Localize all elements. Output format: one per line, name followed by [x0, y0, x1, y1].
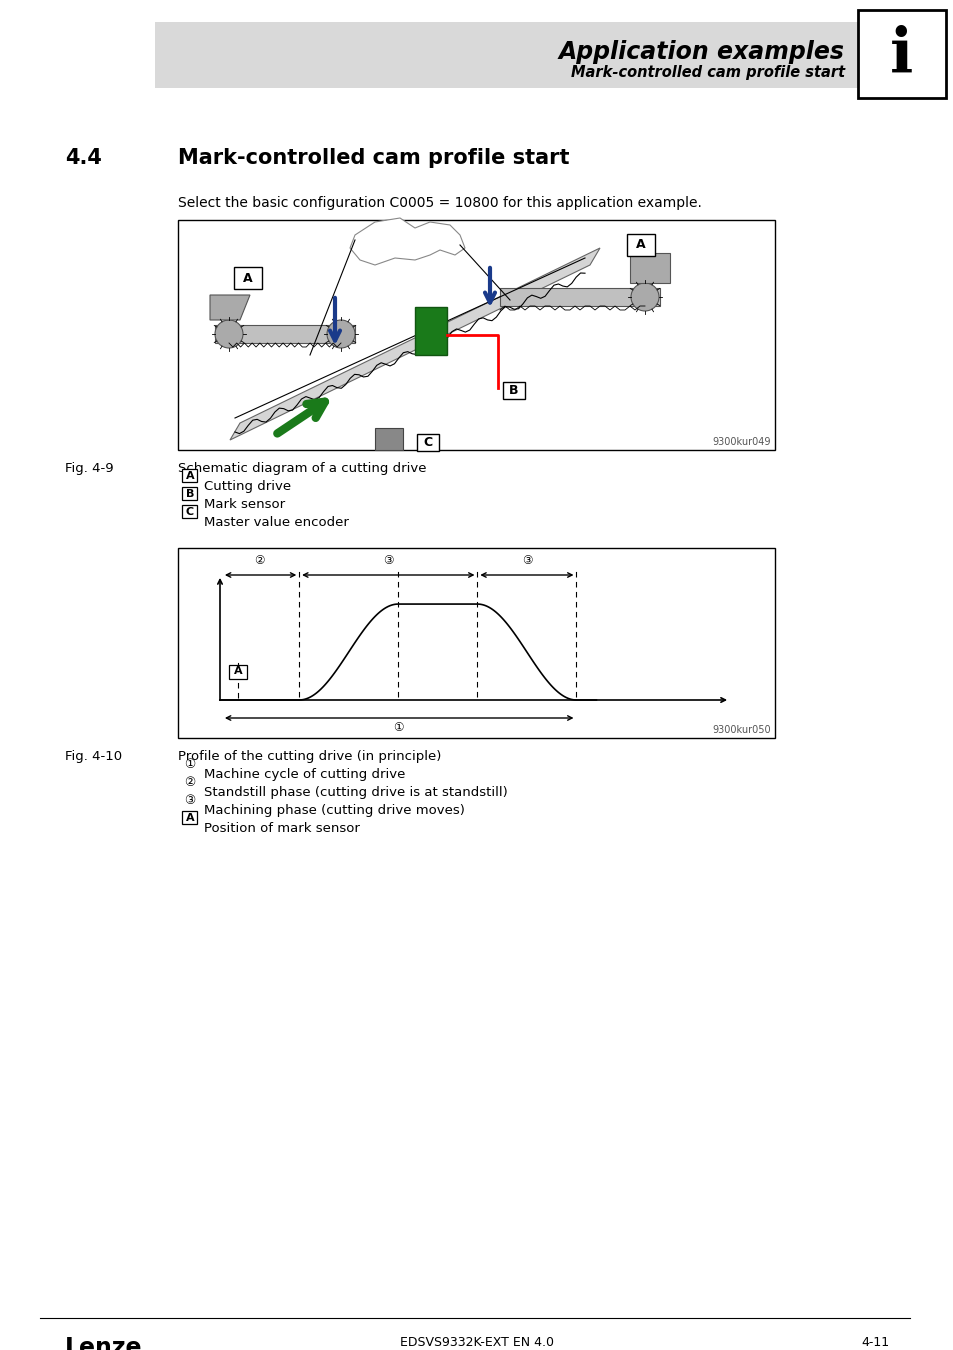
- FancyBboxPatch shape: [626, 234, 655, 256]
- Text: Select the basic configuration C0005 = 10800 for this application example.: Select the basic configuration C0005 = 1…: [178, 196, 701, 211]
- Text: ③: ③: [383, 554, 394, 567]
- Text: Standstill phase (cutting drive is at standstill): Standstill phase (cutting drive is at st…: [204, 786, 507, 799]
- Bar: [178, 220, 774, 450]
- FancyBboxPatch shape: [182, 505, 196, 518]
- Text: ②: ②: [184, 775, 195, 788]
- FancyBboxPatch shape: [182, 487, 196, 500]
- Polygon shape: [629, 252, 669, 284]
- Bar: [178, 548, 774, 738]
- Text: Mark-controlled cam profile start: Mark-controlled cam profile start: [570, 66, 844, 81]
- FancyBboxPatch shape: [233, 267, 262, 289]
- Bar: [375, 428, 402, 450]
- Text: Fig. 4-9: Fig. 4-9: [65, 462, 113, 475]
- Text: A: A: [186, 471, 194, 481]
- Text: 4-11: 4-11: [861, 1336, 889, 1349]
- Text: Machine cycle of cutting drive: Machine cycle of cutting drive: [204, 768, 405, 782]
- Text: 9300kur050: 9300kur050: [712, 725, 770, 734]
- Text: Cutting drive: Cutting drive: [204, 481, 291, 493]
- Text: Mark sensor: Mark sensor: [204, 498, 285, 512]
- Text: ①: ①: [184, 757, 195, 771]
- FancyBboxPatch shape: [416, 433, 438, 451]
- Text: 4.4: 4.4: [65, 148, 102, 167]
- Text: Fig. 4-10: Fig. 4-10: [65, 751, 122, 763]
- Bar: [499, 288, 659, 306]
- Text: 9300kur049: 9300kur049: [712, 437, 770, 447]
- Text: ①: ①: [393, 721, 403, 734]
- Bar: [857, 9, 945, 99]
- Polygon shape: [230, 248, 599, 440]
- Text: C: C: [423, 436, 432, 448]
- Text: i: i: [889, 26, 913, 85]
- FancyBboxPatch shape: [229, 666, 247, 679]
- Text: ②: ②: [254, 554, 265, 567]
- FancyBboxPatch shape: [182, 811, 196, 824]
- Text: Machining phase (cutting drive moves): Machining phase (cutting drive moves): [204, 805, 464, 817]
- Bar: [214, 325, 355, 343]
- Text: C: C: [186, 508, 193, 517]
- Text: Position of mark sensor: Position of mark sensor: [204, 822, 359, 836]
- Text: EDSVS9332K-EXT EN 4.0: EDSVS9332K-EXT EN 4.0: [399, 1336, 554, 1349]
- Text: Application examples: Application examples: [558, 40, 844, 63]
- Text: Master value encoder: Master value encoder: [204, 516, 349, 529]
- Circle shape: [327, 320, 355, 348]
- Circle shape: [214, 320, 243, 348]
- Circle shape: [630, 284, 659, 310]
- Polygon shape: [350, 217, 464, 265]
- Text: A: A: [636, 238, 645, 251]
- Text: Profile of the cutting drive (in principle): Profile of the cutting drive (in princip…: [178, 751, 441, 763]
- Text: A: A: [233, 667, 242, 676]
- Bar: [154, 22, 858, 88]
- Text: A: A: [243, 271, 253, 285]
- Text: Mark-controlled cam profile start: Mark-controlled cam profile start: [178, 148, 569, 167]
- Text: A: A: [186, 813, 194, 823]
- Text: Lenze: Lenze: [65, 1336, 142, 1350]
- Text: Schematic diagram of a cutting drive: Schematic diagram of a cutting drive: [178, 462, 426, 475]
- Bar: [415, 306, 447, 355]
- FancyBboxPatch shape: [182, 468, 196, 482]
- Text: B: B: [186, 489, 194, 500]
- Text: ③: ③: [184, 794, 195, 806]
- Text: B: B: [509, 383, 518, 397]
- Text: ③: ③: [521, 554, 532, 567]
- FancyBboxPatch shape: [502, 382, 524, 400]
- Polygon shape: [210, 296, 250, 320]
